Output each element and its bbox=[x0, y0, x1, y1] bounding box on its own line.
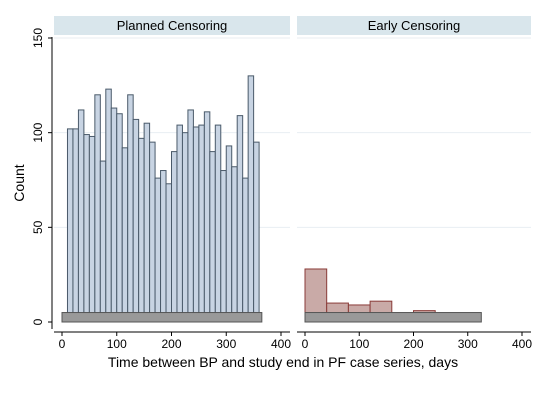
histogram-bar bbox=[66, 128, 74, 323]
histogram-bar bbox=[181, 132, 189, 323]
histogram-bar bbox=[149, 141, 156, 323]
panel-header bbox=[297, 16, 531, 35]
histogram-bar bbox=[154, 177, 162, 323]
histogram-bar bbox=[94, 94, 101, 323]
histogram-bar bbox=[110, 107, 118, 323]
histogram-bar bbox=[143, 122, 151, 323]
histogram-bar bbox=[160, 170, 167, 323]
x-tick-label: 400 bbox=[512, 337, 532, 351]
histogram-bar bbox=[253, 141, 260, 323]
histogram-bar bbox=[231, 166, 238, 323]
y-tick-label: 150 bbox=[31, 28, 45, 48]
histogram-bar bbox=[72, 128, 79, 323]
panel-header bbox=[54, 16, 290, 35]
histogram-bar bbox=[247, 75, 255, 323]
histogram-bar bbox=[187, 109, 194, 323]
panel-title: Early Censoring bbox=[368, 18, 461, 33]
x-tick-label: 200 bbox=[403, 337, 423, 351]
x-tick-label: 300 bbox=[458, 337, 478, 351]
x-axis-title: Time between BP and study end in PF case… bbox=[108, 354, 458, 370]
histogram-bar bbox=[220, 170, 227, 323]
histogram-bar bbox=[105, 88, 112, 323]
panel-title: Planned Censoring bbox=[117, 18, 228, 33]
y-axis-title: Count bbox=[11, 164, 27, 201]
histogram-bar bbox=[192, 126, 200, 323]
y-tick-label: 100 bbox=[31, 122, 45, 142]
x-tick-label: 100 bbox=[107, 337, 127, 351]
histogram-bar bbox=[198, 124, 205, 323]
histogram-bar bbox=[203, 111, 211, 323]
histogram-bar bbox=[83, 134, 90, 323]
histogram-bar bbox=[236, 115, 244, 323]
y-tick-label: 0 bbox=[31, 318, 45, 325]
histogram-bar bbox=[127, 94, 134, 323]
histogram-bar bbox=[242, 177, 249, 323]
x-tick-label: 100 bbox=[349, 337, 369, 351]
baseline-band bbox=[61, 312, 263, 323]
histogram-bar bbox=[138, 137, 145, 323]
histogram-bar bbox=[209, 151, 216, 323]
histogram-bar bbox=[176, 124, 183, 323]
histogram-bar bbox=[165, 183, 172, 323]
x-tick-label: 300 bbox=[216, 337, 236, 351]
histogram-bar bbox=[214, 124, 222, 323]
histogram-bar bbox=[132, 118, 140, 323]
baseline-band bbox=[304, 312, 482, 323]
y-tick-label: 50 bbox=[31, 220, 45, 234]
histogram-bar bbox=[121, 147, 129, 323]
histogram-bar bbox=[77, 109, 85, 323]
histogram-bar bbox=[88, 135, 96, 323]
histogram-bar bbox=[99, 160, 107, 323]
histogram-bar bbox=[225, 145, 233, 323]
histogram-bar bbox=[116, 113, 123, 323]
histogram-bar bbox=[171, 151, 178, 323]
x-tick-label: 200 bbox=[161, 337, 181, 351]
x-tick-label: 0 bbox=[302, 337, 309, 351]
x-tick-label: 0 bbox=[59, 337, 66, 351]
x-tick-label: 400 bbox=[271, 337, 291, 351]
